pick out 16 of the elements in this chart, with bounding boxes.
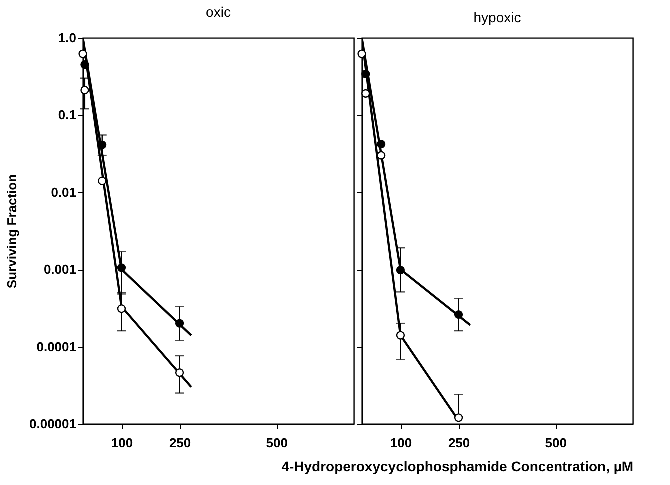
x-tick-label: 500 xyxy=(266,436,288,450)
x-tick-label: 500 xyxy=(545,436,567,450)
x-tick-label: 100 xyxy=(390,436,412,450)
y-tick-label: 1.0 xyxy=(58,30,76,46)
y-tick-label: 0.01 xyxy=(51,184,76,200)
x-tick-label: 250 xyxy=(169,436,192,450)
chart-title: oxic xyxy=(206,4,231,20)
x-tick-label: 100 xyxy=(111,436,134,450)
y-axis-title: Surviving Fraction xyxy=(4,174,20,289)
y-tick-label: 0.001 xyxy=(44,262,76,278)
y-tick-label: 0.0001 xyxy=(36,339,76,354)
y-tick-label: 0.1 xyxy=(58,108,76,123)
y-tick-label: 0.00001 xyxy=(30,416,76,432)
chart-title: hypoxic xyxy=(474,10,522,26)
x-axis-title: 4-Hydroperoxycyclophosphamide Concentration, µM xyxy=(282,458,634,475)
x-tick-label: 250 xyxy=(448,436,470,450)
